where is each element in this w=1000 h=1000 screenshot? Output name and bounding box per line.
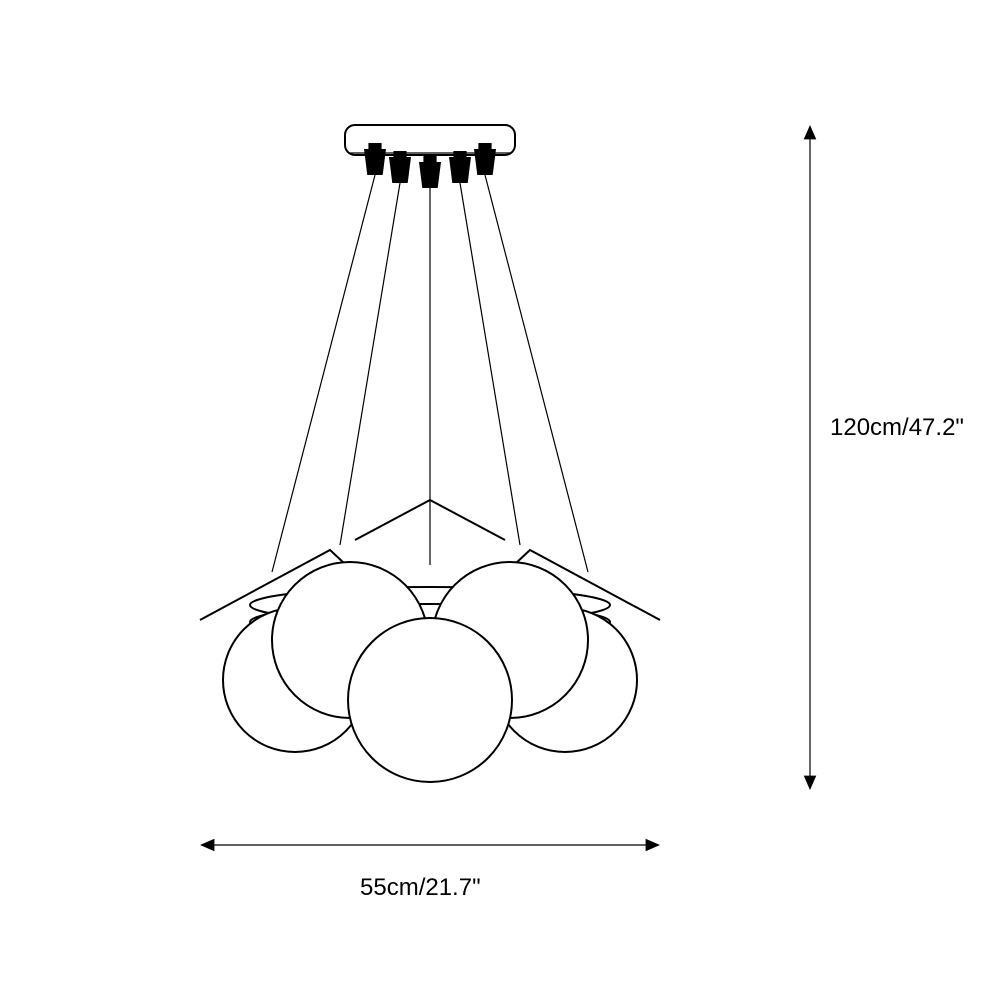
arrow-right-icon	[646, 839, 660, 852]
cable-connector	[419, 156, 441, 188]
suspension-cable	[272, 175, 375, 572]
height-label: 120cm/47.2"	[830, 414, 964, 441]
arrow-up-icon	[804, 125, 817, 139]
arrow-left-icon	[200, 839, 214, 852]
width-label: 55cm/21.7"	[360, 874, 481, 901]
suspension-cable	[485, 175, 588, 572]
suspension-cable	[460, 183, 520, 545]
arrow-down-icon	[804, 776, 817, 790]
pendant-light-dimension-drawing: 120cm/47.2" 55cm/21.7"	[0, 0, 1000, 1000]
globe-shade	[348, 618, 512, 782]
suspension-cable	[340, 183, 400, 545]
